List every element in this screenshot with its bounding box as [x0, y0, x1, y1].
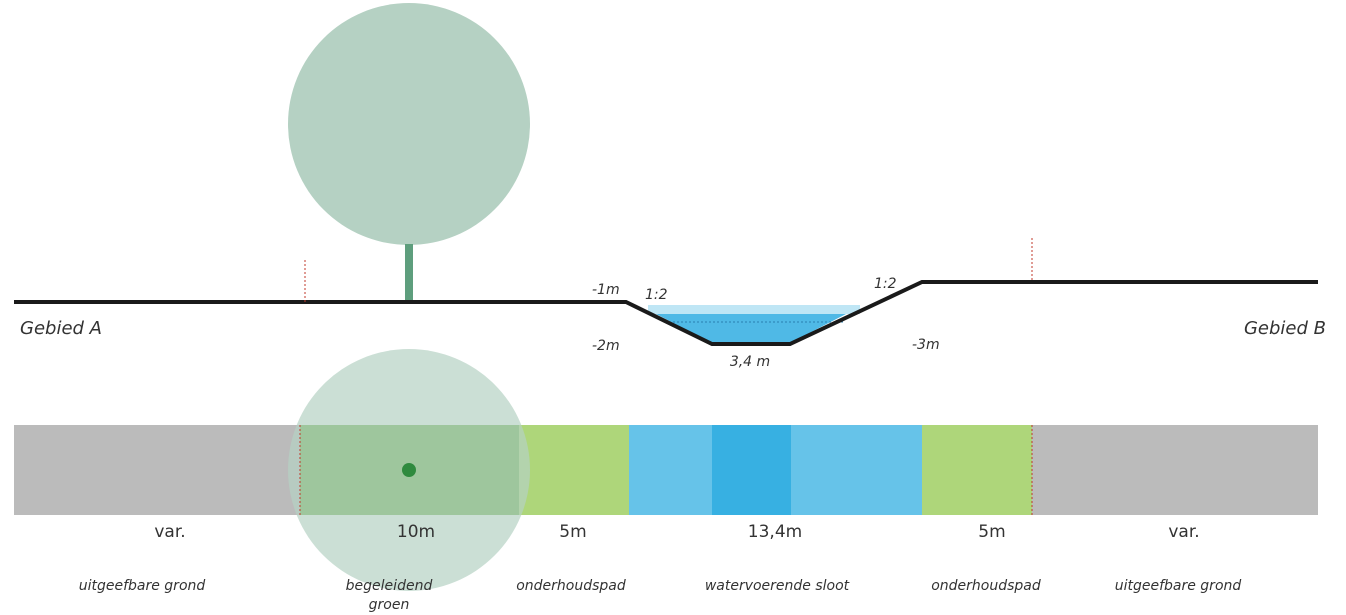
- strip: [629, 425, 712, 515]
- water: [656, 314, 846, 342]
- strip: [14, 425, 300, 515]
- water-surface: [648, 305, 860, 314]
- level-label: -3m: [912, 337, 940, 353]
- tree-crown: [288, 3, 530, 245]
- strip: [1032, 425, 1318, 515]
- bottom-width: 3,4 m: [730, 354, 770, 370]
- strip-width: 5m: [559, 522, 586, 542]
- strip-label: onderhoudspad: [516, 578, 626, 594]
- strip-width: 5m: [978, 522, 1005, 542]
- strip-label: watervoerende sloot: [705, 578, 850, 594]
- tree-trunk: [405, 244, 413, 302]
- level-label: -2m: [592, 338, 620, 354]
- strip-width: var.: [154, 522, 185, 542]
- strip-label: uitgeefbare grond: [1115, 578, 1242, 594]
- strip-width: var.: [1168, 522, 1199, 542]
- strip-width: 13,4m: [748, 522, 802, 542]
- level-label: -1m: [592, 282, 620, 298]
- strip-label: begeleidend: [346, 578, 433, 594]
- strip-label: uitgeefbare grond: [79, 578, 206, 594]
- tree-trunk-plan: [402, 463, 416, 477]
- strip-width: 10m: [397, 522, 435, 542]
- area-label: Gebied A: [20, 318, 102, 339]
- slope-label: 1:2: [874, 276, 897, 292]
- strip: [712, 425, 791, 515]
- area-label: Gebied B: [1244, 318, 1326, 339]
- strip-label: groen: [369, 597, 410, 613]
- strip: [519, 425, 629, 515]
- strip: [791, 425, 922, 515]
- ground-profile: [14, 280, 1318, 346]
- slope-label: 1:2: [645, 287, 668, 303]
- strip: [922, 425, 1032, 515]
- strip-label: onderhoudspad: [931, 578, 1041, 594]
